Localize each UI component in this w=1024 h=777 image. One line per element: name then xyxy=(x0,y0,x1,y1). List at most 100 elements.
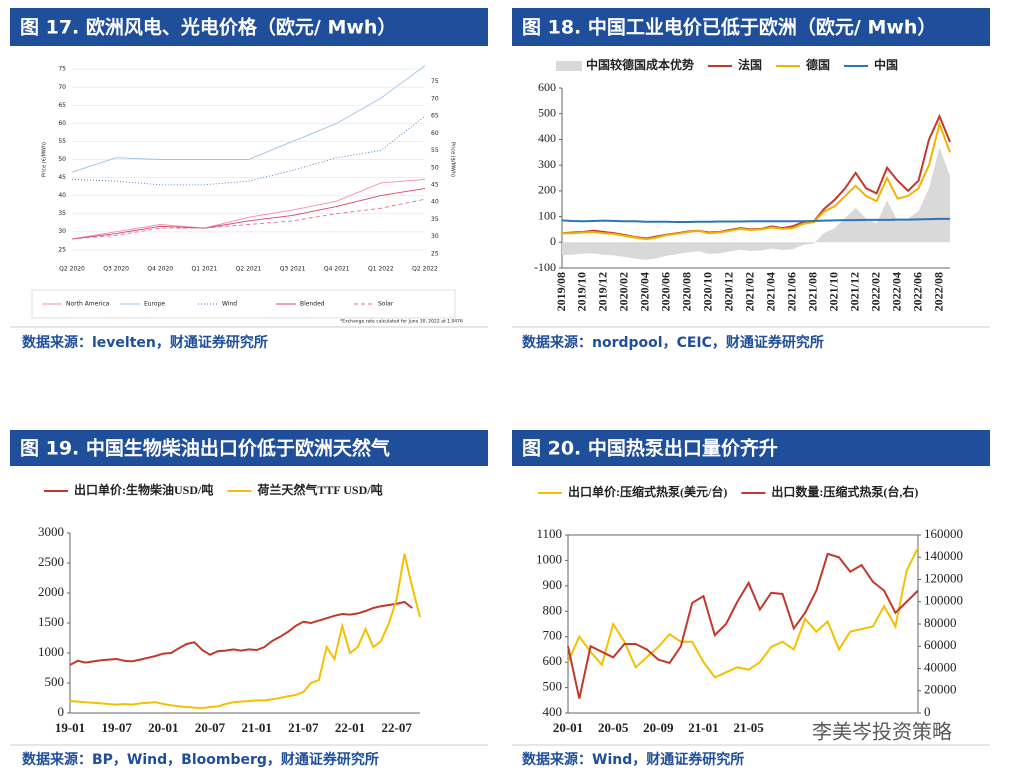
y2-tick-label: 25 xyxy=(431,250,439,257)
y-tick-label: 0 xyxy=(58,704,65,719)
y-tick-label: 100 xyxy=(538,208,556,222)
x-tick-label: Q1 2021 xyxy=(192,266,218,273)
y-tick-label: 1500 xyxy=(38,614,64,629)
legend-label: 中国 xyxy=(874,57,898,72)
y-tick-label: 1000 xyxy=(38,644,64,659)
y2-tick-label: 140000 xyxy=(924,548,963,563)
y-tick-label: 2000 xyxy=(38,584,64,599)
y-tick-label: 40 xyxy=(58,192,66,199)
x-tick-label: 21-07 xyxy=(288,720,319,735)
line xyxy=(71,178,426,240)
y-tick-label: 45 xyxy=(58,174,66,181)
y-tick-label: 75 xyxy=(58,66,66,73)
line xyxy=(71,187,426,240)
x-tick-label: 2022/02 xyxy=(868,272,882,311)
line xyxy=(69,553,421,710)
legend-label: 荷兰天然气TTF USD/吨 xyxy=(256,482,382,497)
y2-tick-label: 20000 xyxy=(924,682,957,697)
legend-box xyxy=(31,289,456,319)
y2-tick-label: 45 xyxy=(431,181,439,188)
y-tick-label: 25 xyxy=(58,246,66,253)
line xyxy=(71,65,426,173)
y-tick-label: 300 xyxy=(538,157,556,171)
y-tick-label: 500 xyxy=(538,105,556,119)
y-tick-label: 35 xyxy=(58,210,66,217)
x-tick-label: 20-09 xyxy=(643,720,674,735)
line xyxy=(567,552,919,699)
panel-header xyxy=(512,8,990,46)
panel-header xyxy=(512,430,990,466)
source: 数据来源：Wind，财通证券研究所 xyxy=(522,751,744,768)
legend-label: Blended xyxy=(300,301,325,308)
x-tick-label: 22-07 xyxy=(381,720,412,735)
x-tick-label: 2020/10 xyxy=(701,272,715,311)
x-tick-label: Q1 2022 xyxy=(368,266,394,273)
legend-label: 出口单价:压缩式热泵(美元/台) xyxy=(568,484,727,499)
y-tick-label: 600 xyxy=(543,653,563,668)
x-tick-label: Q4 2021 xyxy=(324,266,350,273)
y-tick-label: 900 xyxy=(543,577,563,592)
y2-tick-label: 120000 xyxy=(924,570,963,585)
y2-tick-label: 60 xyxy=(431,130,439,137)
x-tick-label: 22-01 xyxy=(335,720,365,735)
x-tick-label: Q3 2020 xyxy=(103,266,129,273)
legend-label: 出口单价:生物柴油USD/吨 xyxy=(74,482,213,497)
y-tick-label: 1000 xyxy=(536,551,562,566)
y2-tick-label: 40 xyxy=(431,199,439,206)
x-tick-label: 2021/02 xyxy=(743,272,757,311)
x-tick-label: 20-01 xyxy=(148,720,178,735)
y2-tick-label: 0 xyxy=(924,704,931,719)
x-tick-label: Q3 2021 xyxy=(280,266,306,273)
legend-label: Europe xyxy=(144,301,165,308)
x-tick-label: Q2 2022 xyxy=(412,266,438,273)
x-tick-label: 2019/08 xyxy=(554,272,568,311)
note: *Exchange rate calculated for June 30, 2… xyxy=(340,319,463,325)
x-tick-label: 2020/12 xyxy=(722,272,736,311)
x-tick-label: Q2 2021 xyxy=(236,266,262,273)
x-tick-label: 20-05 xyxy=(598,720,629,735)
x-tick-label: 2021/08 xyxy=(805,272,819,311)
y-tick-label: 70 xyxy=(58,84,66,91)
y-tick-label: 60 xyxy=(58,120,66,127)
x-tick-label: 2022/06 xyxy=(910,272,924,311)
x-tick-label: 19-01 xyxy=(55,720,85,735)
panel-title: 图 20. 中国热泵出口量价齐升 xyxy=(522,437,778,460)
y-tick-label: 3000 xyxy=(38,524,64,539)
x-tick-label: 21-05 xyxy=(733,720,764,735)
legend-label: North America xyxy=(66,301,110,308)
line xyxy=(567,547,919,679)
x-tick-label: 2020/08 xyxy=(680,272,694,311)
panel-title: 图 17. 欧洲风电、光电价格（欧元/ Mwh） xyxy=(20,16,396,39)
legend-label: 中国较德国成本优势 xyxy=(586,57,694,72)
panel-title: 图 19. 中国生物柴油出口价低于欧洲天然气 xyxy=(20,437,390,460)
y2-tick-label: 50 xyxy=(431,164,439,171)
watermark: 李美岑投资策略 xyxy=(812,720,952,744)
y2-tick-label: 55 xyxy=(431,147,439,154)
line xyxy=(71,198,426,240)
y-tick-label: 2500 xyxy=(38,554,64,569)
y2-tick-label: 40000 xyxy=(924,659,957,674)
x-tick-label: 21-01 xyxy=(241,720,271,735)
y2-tick-label: 160000 xyxy=(924,526,963,541)
y2-tick-label: 30 xyxy=(431,233,439,240)
source: 数据来源：BP，Wind，Bloomberg，财通证券研究所 xyxy=(22,751,379,768)
y2-tick-label: 65 xyxy=(431,113,439,120)
y-tick-label: 700 xyxy=(543,628,563,643)
x-tick-label: 2020/02 xyxy=(617,272,631,311)
y2-tick-label: 100000 xyxy=(924,593,963,608)
x-tick-label: 2021/06 xyxy=(784,272,798,311)
y-tick-label: 50 xyxy=(58,156,66,163)
line xyxy=(69,600,413,666)
legend-label: Wind xyxy=(222,301,237,308)
panel-header xyxy=(10,8,488,46)
source: 数据来源：nordpool，CEIC，财通证券研究所 xyxy=(522,334,824,351)
x-tick-label: 2020/06 xyxy=(659,272,673,311)
y-tick-label: 55 xyxy=(58,138,66,145)
x-tick-label: 2021/04 xyxy=(763,272,777,311)
x-tick-label: 21-01 xyxy=(688,720,718,735)
x-tick-label: Q2 2020 xyxy=(59,266,85,273)
line xyxy=(561,217,950,223)
y-tick-label: 400 xyxy=(538,131,556,145)
